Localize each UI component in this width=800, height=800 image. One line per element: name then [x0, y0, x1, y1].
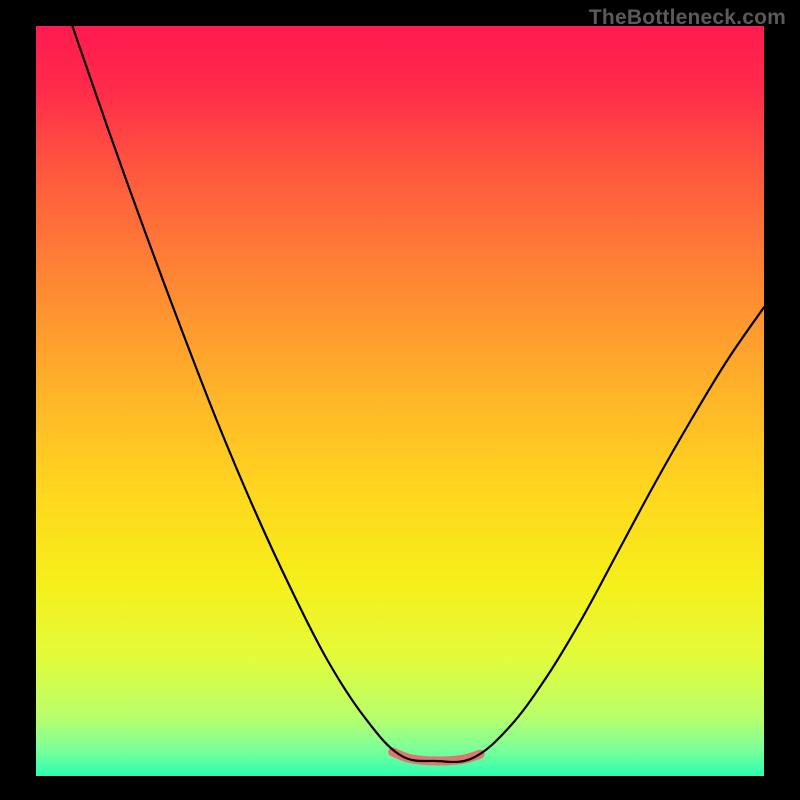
plot-svg — [36, 26, 764, 776]
watermark-text: TheBottleneck.com — [589, 6, 786, 30]
chart-frame: TheBottleneck.com — [0, 0, 800, 800]
plot-area — [36, 26, 764, 776]
gradient-background — [36, 26, 764, 776]
